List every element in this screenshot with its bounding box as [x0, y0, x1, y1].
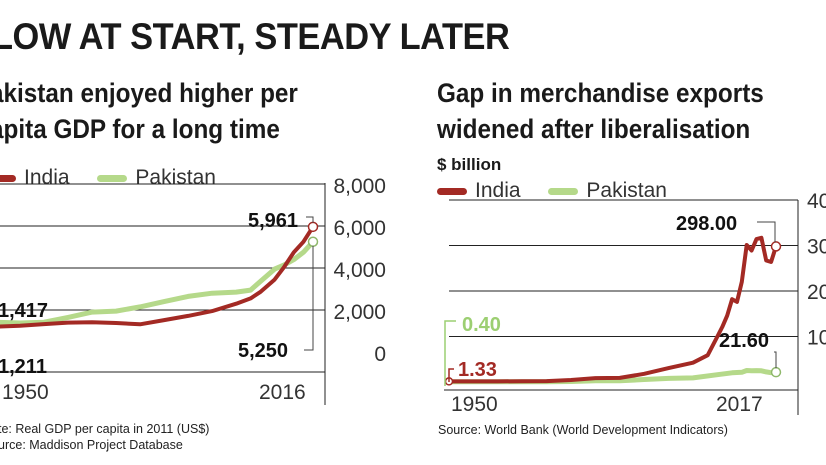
right-x-tick-label: 2017 [716, 393, 763, 416]
right-chart: 40 30 20 10 1950 2017 0.40 1.33 298.00 21.60 [444, 190, 826, 416]
left-x-tick-label: 2016 [259, 381, 306, 404]
left-note-line-1: te: Real GDP per capita in 2011 (US$) [0, 422, 210, 436]
right-leader-india-start [448, 368, 454, 382]
legend-item-pakistan: Pakistan [97, 166, 216, 189]
right-leader-pakistan-start [444, 320, 456, 386]
left-series-line-india [0, 224, 315, 329]
right-subtitle-line-1: Gap in merchandise exports [437, 78, 764, 108]
right-end-marker-pakistan [770, 366, 782, 378]
right-annotation-india-start: 1.33 [458, 359, 497, 381]
legend-label-pakistan: Pakistan [586, 179, 667, 202]
left-end-marker-india [307, 221, 319, 233]
left-y-tick-label: 4,000 [333, 259, 386, 282]
legend-swatch-india [0, 174, 16, 182]
legend-item-india: India [437, 179, 521, 202]
legend-swatch-pakistan [548, 187, 579, 195]
right-annotation-india-end: 298.00 [676, 213, 737, 235]
left-chart-legend: India Pakistan [0, 166, 238, 190]
right-y-tick-label: 20 [807, 281, 826, 304]
left-y-tick-label: 6,000 [333, 217, 386, 240]
left-subtitle-line-2: apita GDP for a long time [0, 114, 280, 144]
legend-label-pakistan: Pakistan [135, 166, 216, 189]
right-chart-unit: $ billion [437, 155, 502, 174]
legend-label-india: India [475, 179, 521, 202]
left-annotation-india-start: 1,211 [0, 356, 47, 378]
left-chart: 0 2,000 4,000 6,000 8,000 1950 2016 1,417 1,211 5… [0, 175, 386, 405]
right-annotation-pakistan-start: 0.40 [462, 314, 501, 336]
right-series-line-india [447, 235, 778, 384]
right-y-tick-label: 10 [807, 327, 826, 350]
right-end-marker-india [770, 241, 782, 252]
left-annotation-india-end: 5,961 [248, 210, 298, 232]
right-chart-legend: India Pakistan [437, 179, 689, 203]
legend-item-pakistan: Pakistan [548, 179, 667, 202]
left-annotation-pakistan-start: 1,417 [0, 300, 48, 322]
left-y-tick-label: 2,000 [333, 301, 386, 324]
left-y-tick-label: 0 [374, 343, 386, 366]
left-annotation-pakistan-end: 5,250 [238, 340, 288, 362]
right-leader-pakistan-end [774, 351, 777, 369]
left-subtitle-line-1: akistan enjoyed higher per [0, 78, 298, 108]
right-chart-subtitle: Gap in merchandise exports widened after… [437, 75, 764, 147]
left-x-tick-label: 1950 [2, 381, 49, 404]
legend-swatch-india [437, 187, 467, 195]
right-chart-source: Source: World Bank (World Development In… [438, 423, 728, 437]
left-leader-pakistan-end [304, 245, 314, 351]
legend-label-india: India [24, 166, 70, 189]
right-annotation-pakistan-end: 21.60 [719, 330, 769, 352]
right-subtitle-line-2: widened after liberalisation [437, 114, 751, 144]
right-x-tick-label: 1950 [451, 393, 498, 416]
left-note-line-2: urce: Maddison Project Database [0, 438, 183, 452]
legend-item-india: India [0, 166, 70, 189]
left-chart-note: te: Real GDP per capita in 2011 (US$) ur… [0, 421, 209, 453]
right-leader-india-end [757, 221, 776, 243]
legend-swatch-pakistan [97, 174, 128, 182]
left-chart-subtitle: akistan enjoyed higher per apita GDP for… [0, 75, 298, 147]
left-y-tick-label: 8,000 [333, 175, 386, 198]
left-end-marker-pakistan [307, 236, 319, 247]
right-y-tick-label: 30 [807, 236, 826, 259]
left-leader-india-end [306, 216, 314, 223]
right-y-tick-label: 40 [807, 190, 826, 213]
headline: LOW AT START, STEADY LATER [0, 16, 510, 57]
